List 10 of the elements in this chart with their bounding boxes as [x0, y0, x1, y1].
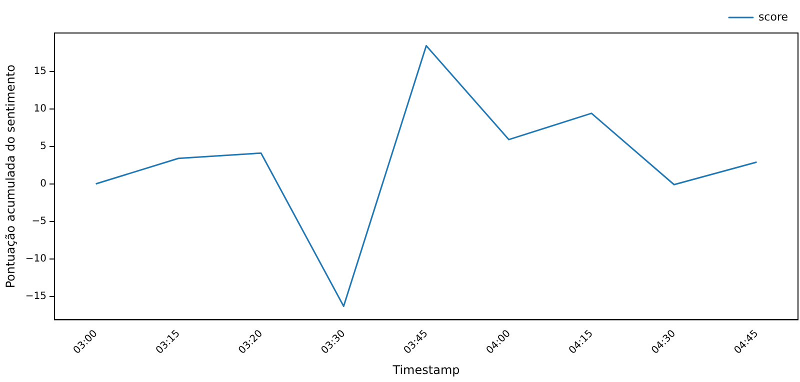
- y-tick-label: −15: [25, 291, 47, 302]
- y-tick-label: 15: [34, 66, 47, 77]
- legend-label: score: [758, 10, 788, 24]
- y-tick-label: 10: [34, 103, 47, 114]
- y-tick-label: 5: [40, 140, 47, 152]
- y-tick-label: 0: [40, 178, 47, 190]
- y-tick-label: −10: [25, 254, 47, 265]
- x-axis-title: Timestamp: [392, 362, 460, 377]
- y-tick-label: −5: [32, 216, 47, 227]
- y-axis-title: Pontuação acumulada do sentimento: [3, 64, 18, 288]
